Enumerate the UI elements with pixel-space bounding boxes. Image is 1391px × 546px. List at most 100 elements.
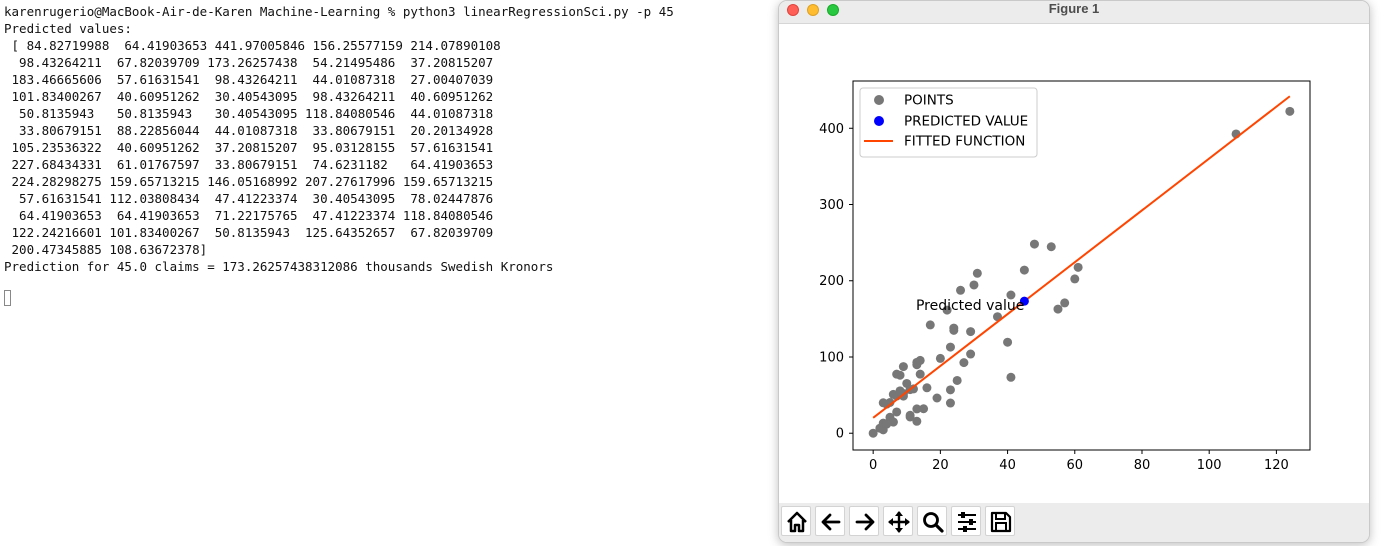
terminal-line: 122.24216601 101.83400267 50.8135943 125… — [4, 225, 494, 240]
window-titlebar[interactable]: Figure 1 — [779, 1, 1369, 24]
data-point — [1053, 304, 1063, 314]
legend-label-points: POINTS — [904, 93, 954, 109]
data-point — [915, 369, 925, 379]
terminal-window[interactable]: karenrugerio@MacBook-Air-de-Karen Machin… — [0, 0, 770, 546]
data-point — [949, 323, 959, 333]
terminal-cursor — [4, 290, 11, 306]
data-point — [892, 407, 902, 417]
terminal-line: 183.46665606 57.61631541 98.43264211 44.… — [4, 72, 494, 87]
data-point — [1073, 262, 1083, 272]
configure-subplots-icon — [958, 512, 976, 532]
data-point — [888, 417, 898, 427]
terminal-line: 200.47345885 108.63672378] — [4, 242, 208, 257]
data-point — [905, 412, 915, 422]
y-tick-label: 300 — [819, 198, 844, 213]
data-point — [878, 398, 888, 408]
data-point — [925, 320, 935, 330]
configure-subplots-button[interactable] — [951, 506, 981, 536]
data-point — [912, 416, 922, 426]
data-point — [912, 404, 922, 414]
maximize-window-button[interactable] — [827, 4, 839, 16]
x-tick-label: 60 — [1067, 458, 1084, 473]
data-point — [1006, 290, 1016, 300]
data-point — [945, 385, 955, 395]
data-point — [1029, 239, 1039, 249]
terminal-line: 98.43264211 67.82039709 173.26257438 54.… — [4, 55, 494, 70]
x-tick-label: 0 — [869, 458, 877, 473]
back-arrow-icon — [821, 513, 841, 531]
y-tick-label: 0 — [836, 427, 844, 442]
data-point — [885, 398, 895, 408]
terminal-line: 224.28298275 159.65713215 146.05168992 2… — [4, 174, 494, 189]
terminal-line: 50.8135943 50.8135943 30.40543095 118.84… — [4, 106, 494, 121]
window-title: Figure 1 — [1048, 1, 1100, 16]
data-point — [945, 398, 955, 408]
minimize-window-button[interactable] — [807, 4, 819, 16]
save-button[interactable] — [985, 506, 1015, 536]
legend-label-fit: FITTED FUNCTION — [904, 134, 1025, 150]
figure-window[interactable]: Figure 1 0 20 40 60 80 100 120 0 100 200 300 400 Pr… — [778, 0, 1370, 543]
terminal-line: 33.80679151 88.22856044 44.01087318 33.8… — [4, 123, 494, 138]
data-point — [868, 428, 878, 438]
terminal-line: Prediction for 45.0 claims = 173.2625743… — [4, 259, 554, 274]
pan-move-icon — [888, 511, 910, 533]
close-window-button[interactable] — [787, 4, 799, 16]
x-tick-label: 40 — [999, 458, 1016, 473]
data-point — [882, 419, 892, 429]
legend: POINTS PREDICTED VALUE FITTED FUNCTION — [859, 87, 1038, 158]
home-icon — [787, 511, 807, 533]
data-point — [945, 342, 955, 352]
data-point — [898, 362, 908, 372]
forward-arrow-icon — [855, 513, 875, 531]
legend-marker-points — [874, 95, 884, 105]
data-point — [1060, 298, 1070, 308]
data-point — [1003, 337, 1013, 347]
terminal-line: 101.83400267 40.60951262 30.40543095 98.… — [4, 89, 494, 104]
data-point — [1006, 372, 1016, 382]
data-point — [888, 389, 898, 399]
back-button[interactable] — [815, 506, 845, 536]
terminal-line: 64.41903653 64.41903653 71.22175765 47.4… — [4, 208, 494, 223]
data-point — [922, 383, 932, 393]
plot-canvas[interactable]: 0 20 40 60 80 100 120 0 100 200 300 400 Predicted v… — [779, 23, 1369, 503]
data-point — [966, 327, 976, 337]
data-point — [952, 375, 962, 385]
data-point — [956, 285, 966, 295]
predicted-point — [1019, 296, 1029, 306]
data-point — [908, 384, 918, 394]
zoom-magnifier-icon — [923, 512, 944, 533]
x-tick-label: 120 — [1264, 458, 1289, 473]
data-point — [915, 355, 925, 365]
data-point — [1019, 265, 1029, 275]
annotation-label: Predicted value — [916, 298, 1024, 314]
terminal-output: karenrugerio@MacBook-Air-de-Karen Machin… — [4, 3, 674, 275]
legend-box — [859, 87, 1038, 158]
data-point — [895, 386, 905, 396]
data-point — [935, 353, 945, 363]
data-point — [942, 305, 952, 315]
legend-label-predicted: PREDICTED VALUE — [904, 114, 1028, 130]
home-button[interactable] — [781, 506, 811, 536]
x-tick-label: 80 — [1134, 458, 1151, 473]
y-tick-label: 100 — [819, 350, 844, 365]
zoom-button[interactable] — [917, 506, 947, 536]
data-point — [972, 268, 982, 278]
terminal-line: 105.23536322 40.60951262 37.20815207 95.… — [4, 140, 494, 155]
data-point — [966, 349, 976, 359]
data-point — [959, 358, 969, 368]
terminal-line: 57.61631541 112.03808434 47.41223374 30.… — [4, 191, 494, 206]
figure-toolbar — [779, 503, 1369, 542]
data-point — [1070, 274, 1080, 284]
data-point — [932, 393, 942, 403]
terminal-line: karenrugerio@MacBook-Air-de-Karen Machin… — [4, 4, 674, 19]
fitted-line — [872, 95, 1291, 419]
y-tick-label: 400 — [819, 122, 844, 137]
legend-marker-predicted — [874, 116, 884, 126]
x-tick-label: 20 — [932, 458, 949, 473]
data-point — [1046, 242, 1056, 252]
y-tick-label: 200 — [819, 274, 844, 289]
terminal-line: Predicted values: — [4, 21, 132, 36]
save-floppy-icon — [990, 511, 1012, 533]
forward-button[interactable] — [849, 506, 879, 536]
pan-button[interactable] — [883, 506, 913, 536]
